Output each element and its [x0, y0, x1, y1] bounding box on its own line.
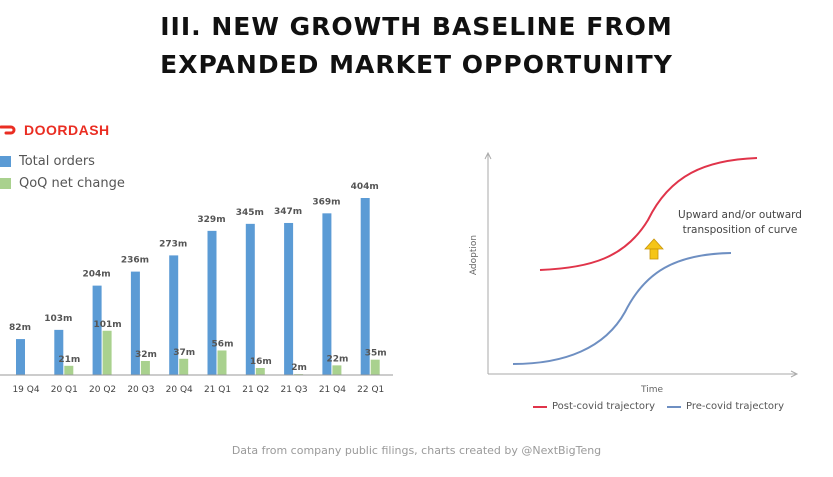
- bar-label-qoq-change: 35m: [365, 349, 387, 359]
- bar-qoq-change: [140, 360, 150, 375]
- footer-source: Data from company public filings, charts…: [231, 444, 602, 457]
- bar-total-orders: [245, 223, 255, 375]
- annotation-line-1: Upward and/or outward: [678, 209, 802, 221]
- x-tick-label: 20 Q1: [51, 385, 78, 395]
- bar-qoq-change: [64, 365, 74, 375]
- legend-label-pre-covid: Pre-covid trajectory: [686, 401, 785, 412]
- title-line-1: III. NEW GROWTH BASELINE FROM: [160, 12, 673, 41]
- x-tick-label: 21 Q4: [319, 385, 346, 395]
- x-tick-label: 21 Q2: [242, 385, 269, 395]
- bar-legend: Total orders QoQ net change: [0, 150, 125, 194]
- legend-label-qoq: QoQ net change: [19, 175, 125, 191]
- bar-total-orders: [169, 255, 179, 375]
- y-axis-arrow: [484, 151, 492, 160]
- brand-name: DOORDASH: [24, 122, 110, 138]
- bar-label-total-orders: 273m: [159, 239, 187, 249]
- bar-total-orders: [130, 271, 140, 375]
- post-covid-curve: [539, 157, 758, 271]
- x-tick-label: 20 Q3: [127, 385, 154, 395]
- bar-label-total-orders: 103m: [44, 314, 72, 324]
- brand-logo: DOORDASH: [0, 121, 110, 139]
- bar-label-qoq-change: 32m: [135, 350, 157, 360]
- bar-total-orders: [207, 230, 217, 375]
- bar-label-total-orders: 204m: [83, 270, 111, 280]
- bar-label-total-orders: 404m: [351, 182, 379, 192]
- doordash-icon: [0, 125, 16, 135]
- up-arrow-icon: [644, 238, 664, 260]
- bar-label-total-orders: 236m: [121, 256, 149, 266]
- x-tick-label: 19 Q4: [12, 385, 39, 395]
- x-tick-label: 21 Q1: [204, 385, 231, 395]
- bar-label-qoq-change: 2m: [291, 363, 307, 373]
- x-tick-label: 20 Q4: [166, 385, 193, 395]
- bar-total-orders: [284, 222, 294, 375]
- x-axis-arrow: [790, 370, 799, 378]
- bar-chart: 82m 19 Q4 103m 21m 20 Q1 204m 101m 20 Q2 236m 32m…: [0, 182, 393, 395]
- title-line-2: EXPANDED MARKET OPPORTUNITY: [160, 50, 673, 79]
- bar-label-total-orders: 329m: [197, 215, 225, 225]
- curve-legend: Post-covid trajectory Pre-covid trajecto…: [533, 401, 796, 412]
- bar-total-orders: [92, 285, 102, 375]
- bar-qoq-change: [255, 367, 265, 375]
- x-tick-label: 21 Q3: [281, 385, 308, 395]
- legend-line-post-covid: [533, 405, 547, 408]
- legend-label-post-covid: Post-covid trajectory: [552, 401, 656, 412]
- bar-label-total-orders: 345m: [236, 208, 264, 218]
- x-axis-label: Time: [640, 385, 663, 395]
- x-tick-label: 22 Q1: [357, 385, 384, 395]
- bar-label-total-orders: 82m: [9, 323, 31, 333]
- bar-qoq-change: [370, 359, 380, 375]
- bar-label-total-orders: 347m: [274, 207, 302, 217]
- bar-label-qoq-change: 56m: [212, 339, 234, 349]
- annotation-line-2: transposition of curve: [683, 224, 798, 236]
- bar-label-qoq-change: 101m: [94, 320, 122, 330]
- bar-qoq-change: [217, 350, 227, 375]
- bar-total-orders: [360, 198, 370, 375]
- bar-qoq-change: [102, 330, 112, 375]
- page-title: III. NEW GROWTH BASELINE FROM EXPANDED M…: [0, 8, 833, 84]
- pre-covid-curve: [512, 252, 732, 365]
- legend-line-pre-covid: [667, 405, 682, 408]
- bar-qoq-change: [332, 365, 342, 375]
- legend-item-total: Total orders: [0, 150, 125, 172]
- bar-total-orders: [54, 329, 64, 375]
- legend-item-qoq: QoQ net change: [0, 172, 125, 194]
- legend-swatch-qoq: [0, 177, 11, 189]
- bar-total-orders: [16, 339, 25, 375]
- bar-label-qoq-change: 22m: [326, 354, 348, 364]
- legend-item-post-covid: Post-covid trajectory: [533, 401, 655, 412]
- bar-label-qoq-change: 37m: [173, 348, 195, 358]
- legend-item-pre-covid: Pre-covid trajectory: [667, 401, 784, 412]
- x-tick-label: 20 Q2: [89, 385, 116, 395]
- bar-label-total-orders: 369m: [312, 197, 340, 207]
- y-axis-label: Adoption: [469, 235, 479, 275]
- legend-label-total: Total orders: [19, 153, 95, 169]
- bar-label-qoq-change: 21m: [58, 355, 80, 365]
- curve-chart: Upward and/or outward transposition of c…: [469, 151, 802, 395]
- legend-swatch-total: [0, 155, 11, 167]
- bar-total-orders: [322, 213, 332, 375]
- bar-label-qoq-change: 16m: [250, 357, 272, 367]
- bar-qoq-change: [179, 358, 189, 375]
